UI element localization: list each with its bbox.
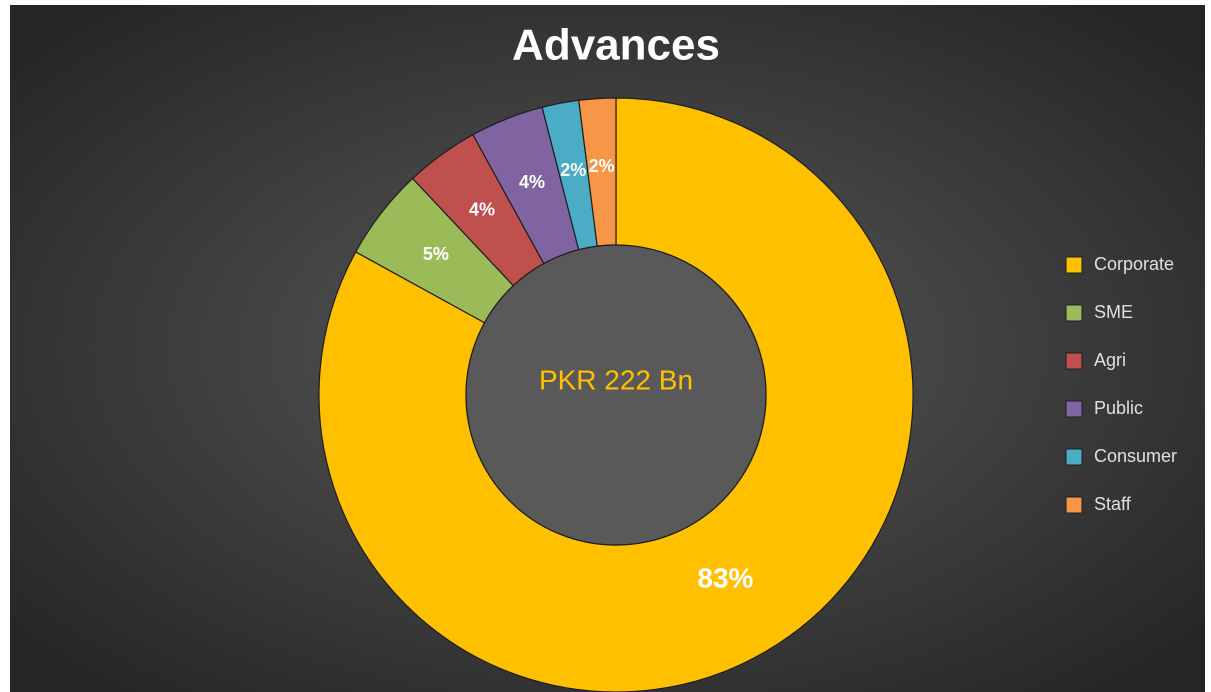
data-label: 83% [697, 562, 753, 593]
legend-swatch [1065, 304, 1083, 322]
data-label: 2% [560, 160, 586, 180]
legend-swatch [1065, 448, 1083, 466]
legend-swatch [1065, 496, 1083, 514]
legend-label: Staff [1094, 494, 1132, 514]
data-label: 2% [589, 156, 615, 176]
legend-label: Corporate [1094, 254, 1174, 274]
legend-label: SME [1094, 302, 1133, 322]
center-label: PKR 222 Bn [539, 364, 693, 395]
chart-title: Advances [512, 21, 720, 70]
data-label: 4% [469, 199, 495, 219]
legend-swatch [1065, 352, 1083, 370]
legend-label: Public [1094, 398, 1143, 418]
data-label: 5% [423, 244, 449, 264]
data-label: 4% [519, 172, 545, 192]
legend-swatch [1065, 400, 1083, 418]
legend-label: Consumer [1094, 446, 1177, 466]
legend-swatch [1065, 256, 1083, 274]
legend-label: Agri [1094, 350, 1126, 370]
donut-hole [465, 244, 767, 546]
